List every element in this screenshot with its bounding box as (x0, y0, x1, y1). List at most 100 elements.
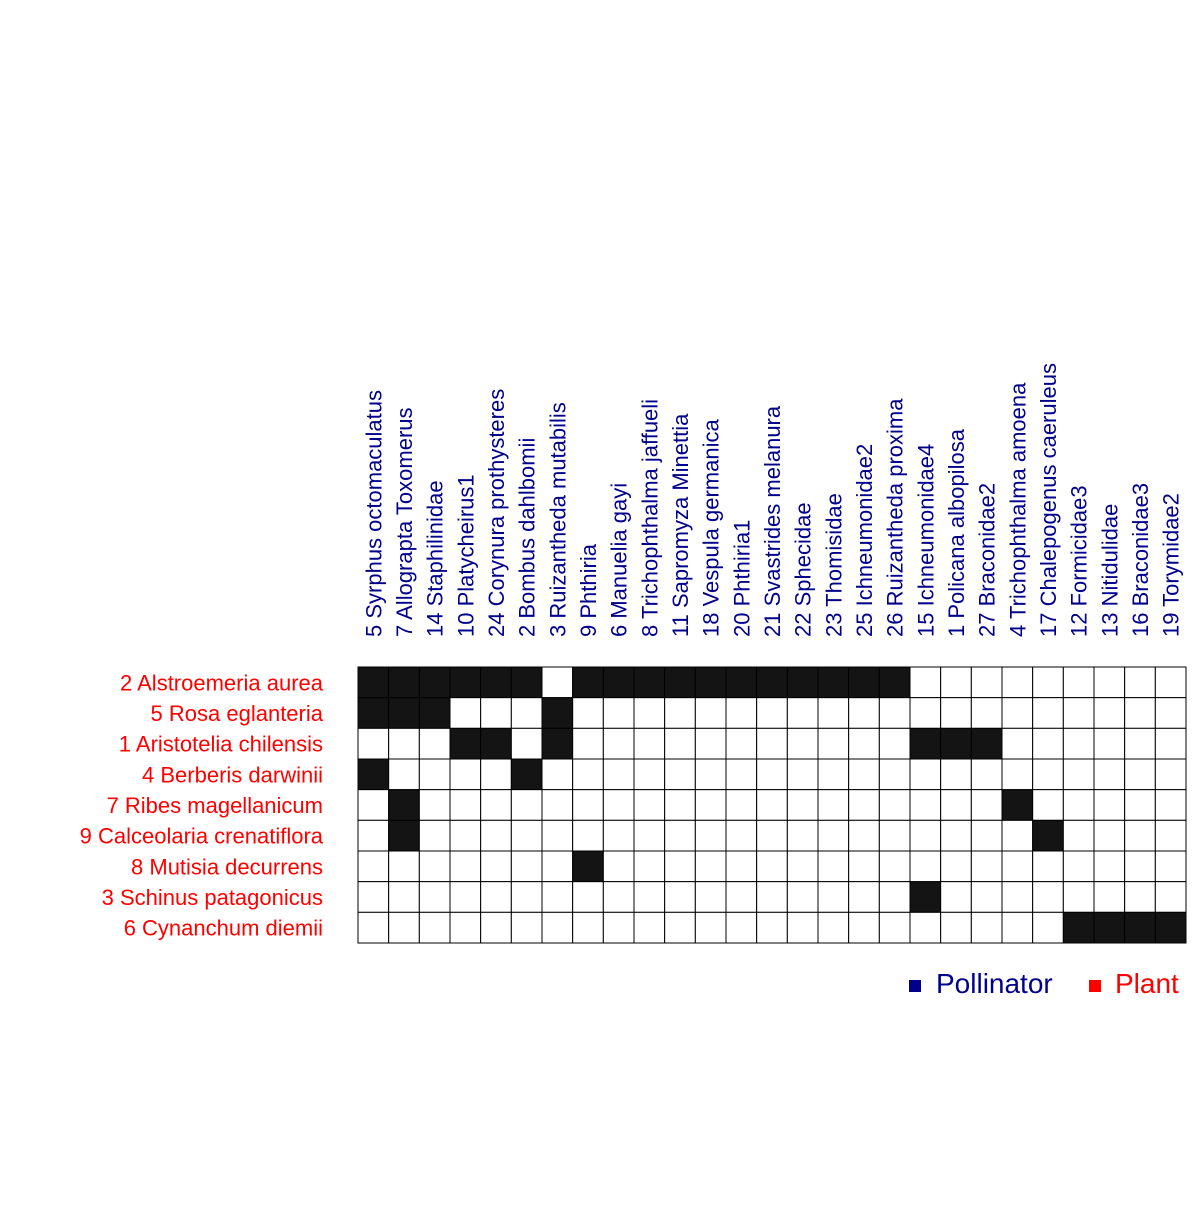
matrix-cell (1032, 789, 1064, 821)
matrix-cell (572, 819, 604, 852)
pollinator-label: 27 Braconidae2 (975, 483, 1000, 637)
matrix-cell (817, 666, 850, 699)
matrix-cell (848, 666, 880, 699)
matrix-cell (664, 758, 696, 791)
matrix-cell (940, 789, 972, 821)
matrix-cell (970, 881, 1003, 913)
matrix-cell (572, 911, 604, 944)
matrix-cell (1093, 881, 1126, 913)
plant-label: 5 Rosa eglanteria (151, 701, 324, 726)
pollinator-label: 17 Chalepogenus caeruleus (1036, 363, 1061, 637)
matrix-cell (725, 850, 758, 883)
matrix-cell (1093, 850, 1126, 883)
matrix-cell (940, 911, 972, 944)
matrix-cell (510, 697, 543, 729)
matrix-cell (664, 789, 696, 821)
matrix-cell (602, 850, 635, 883)
plant-legend-swatch (1089, 980, 1101, 992)
matrix-cell (572, 697, 604, 729)
matrix-cell (480, 758, 512, 791)
matrix-cell (480, 789, 512, 821)
matrix-cell (480, 819, 512, 852)
matrix-cell (970, 850, 1003, 883)
matrix-cell (357, 911, 390, 944)
matrix-cell (633, 666, 666, 699)
matrix-cell (1124, 819, 1156, 852)
matrix-cell (694, 881, 727, 913)
matrix-cell (1124, 789, 1156, 821)
plant-legend-label: Plant (1115, 968, 1179, 999)
matrix-cell (694, 819, 727, 852)
pollinator-legend-swatch (909, 980, 921, 992)
matrix-cell (541, 911, 574, 944)
matrix-cell (633, 789, 666, 821)
plant-label: 4 Berberis darwinii (142, 762, 323, 787)
pollinator-label: 25 Ichneumonidae2 (852, 444, 877, 637)
matrix-cell (480, 727, 512, 760)
matrix-cell (1154, 881, 1187, 913)
matrix-cell (449, 666, 482, 699)
matrix-cell (357, 697, 390, 729)
matrix-cell (572, 758, 604, 791)
matrix-cell (572, 789, 604, 821)
matrix-cell (756, 881, 788, 913)
matrix-cell (572, 881, 604, 913)
matrix-cell (388, 819, 420, 852)
matrix-cell (1154, 697, 1187, 729)
matrix-cell (970, 819, 1003, 852)
matrix-cell (1062, 819, 1095, 852)
matrix-cell (1124, 850, 1156, 883)
matrix-cell (694, 911, 727, 944)
matrix-cell (510, 789, 543, 821)
pollinator-label: 26 Ruizantheda proxima (883, 398, 908, 637)
pollinator-label: 9 Phthiria (576, 543, 601, 637)
pollinator-label: 10 Platycheirus1 (453, 474, 478, 637)
matrix-cell (1093, 911, 1126, 944)
plant-label: 8 Mutisia decurrens (131, 854, 323, 879)
matrix-cell (1093, 758, 1126, 791)
matrix-cell (449, 881, 482, 913)
matrix-cell (633, 911, 666, 944)
matrix-cell (1032, 758, 1064, 791)
matrix-cell (940, 758, 972, 791)
matrix-cell (418, 727, 451, 760)
matrix-cell (848, 850, 880, 883)
matrix-cell (756, 850, 788, 883)
matrix-cell (357, 819, 390, 852)
pollinator-labels: 5 Syrphus octomaculatus 7 Allograpta Toxo… (361, 363, 1183, 637)
matrix-cell (756, 727, 788, 760)
matrix-cell (1154, 789, 1187, 821)
matrix-cell (817, 727, 850, 760)
matrix-cell (1124, 881, 1156, 913)
matrix-cell (541, 881, 574, 913)
matrix-cell (480, 697, 512, 729)
matrix-cell (909, 881, 942, 913)
matrix-cell (878, 727, 911, 760)
pollinator-label: 3 Ruizantheda mutabilis (545, 402, 570, 637)
matrix-cell (786, 850, 819, 883)
matrix-cell (786, 911, 819, 944)
matrix-cell (418, 881, 451, 913)
pollinator-label: 19 Torymidae2 (1159, 493, 1184, 637)
matrix-cell (602, 697, 635, 729)
matrix-cell (786, 727, 819, 760)
matrix-cell (786, 789, 819, 821)
matrix-cell (909, 911, 942, 944)
matrix-cell (1093, 819, 1126, 852)
matrix-cell (664, 819, 696, 852)
plant-label: 1 Aristotelia chilensis (119, 732, 323, 757)
matrix-cell (510, 758, 543, 791)
matrix-cell (1032, 911, 1064, 944)
matrix-cell (510, 727, 543, 760)
matrix-cell (786, 697, 819, 729)
matrix-cell (817, 697, 850, 729)
matrix-cell (848, 911, 880, 944)
pollinator-label: 11 Sapromyza Minettia (668, 413, 693, 637)
matrix-cell (449, 911, 482, 944)
matrix-cell (664, 911, 696, 944)
matrix-cell (878, 758, 911, 791)
matrix-cell (633, 819, 666, 852)
matrix-cell (418, 697, 451, 729)
matrix-cell (878, 881, 911, 913)
